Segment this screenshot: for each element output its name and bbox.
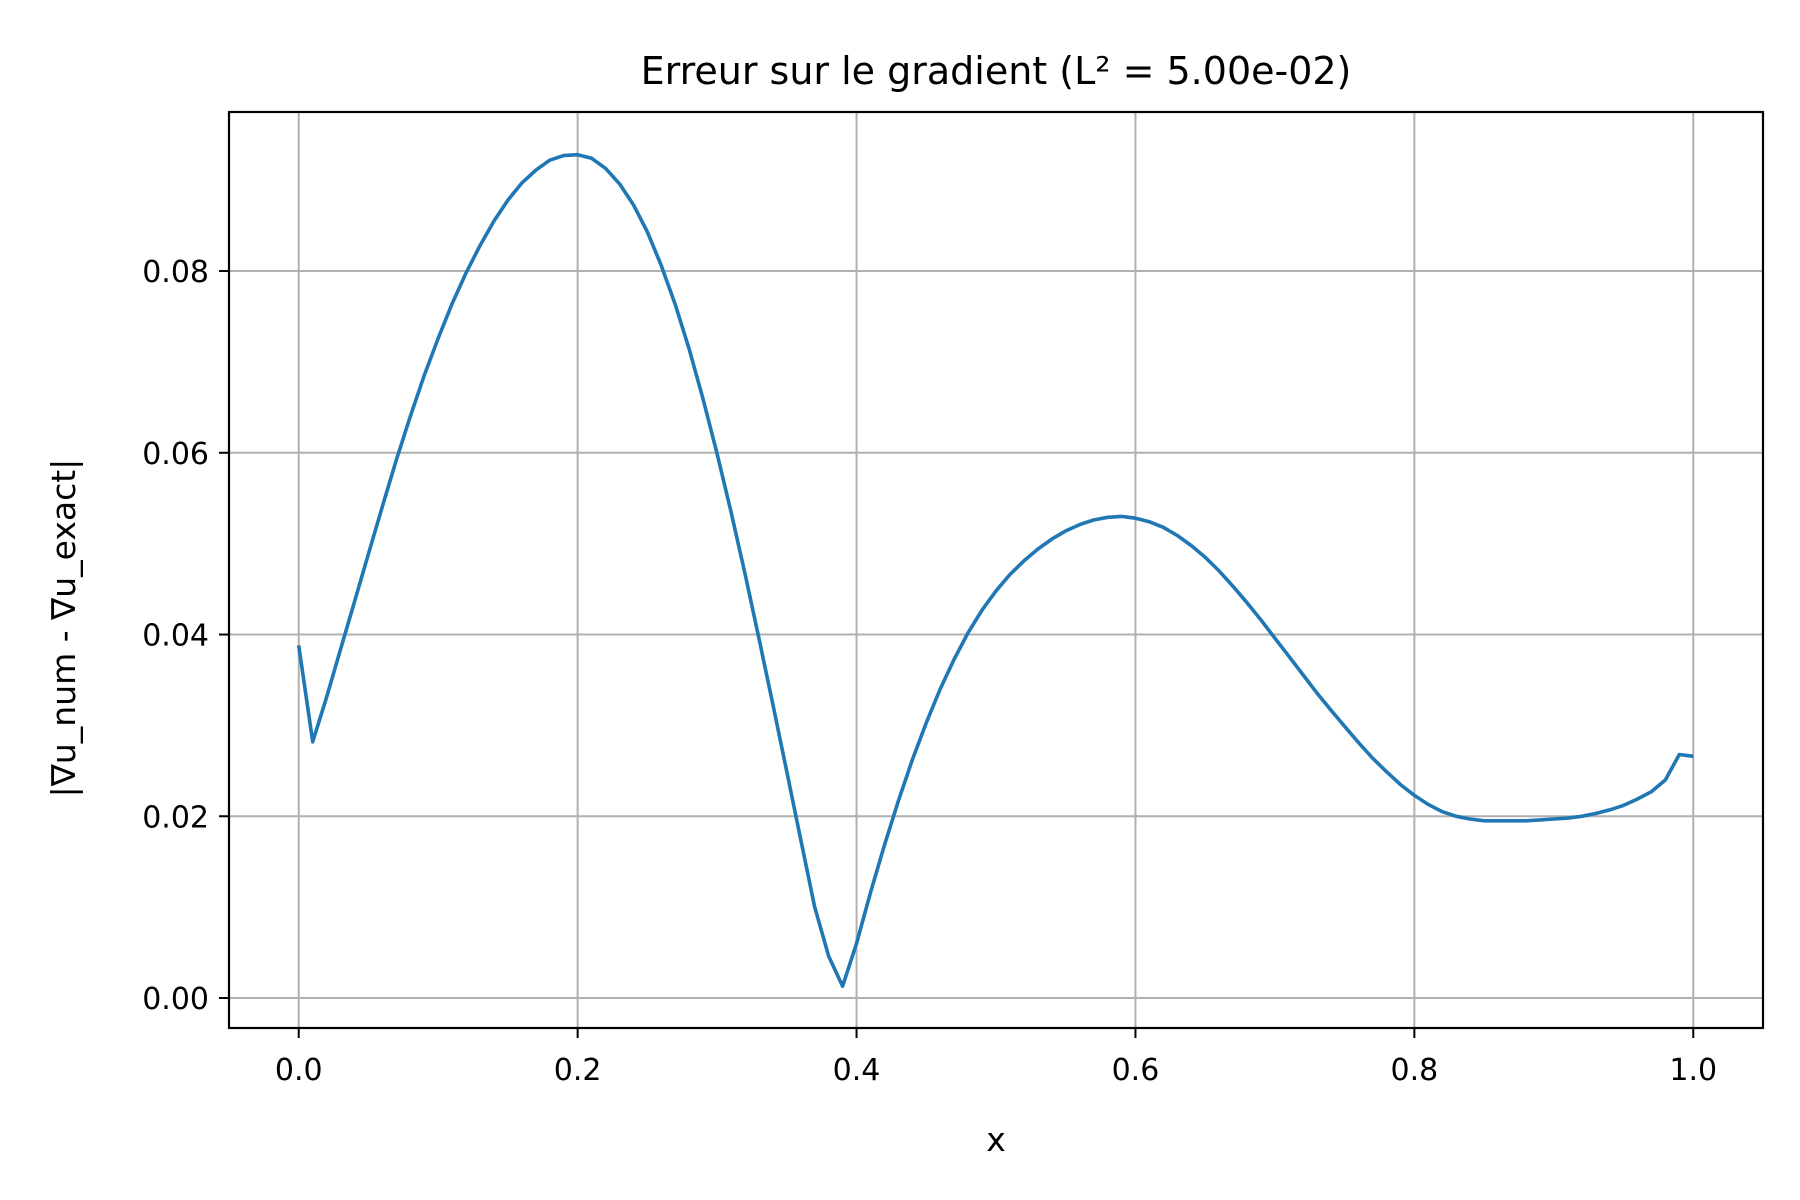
- y-tick-label: 0.08: [142, 255, 209, 290]
- series-line: [296, 152, 1694, 989]
- x-tick-label: 0.4: [833, 1053, 881, 1088]
- y-axis-title: |∇u_num - ∇u_exact|: [44, 459, 83, 798]
- plot-frame: [227, 110, 1765, 1030]
- x-tick-label: 0.6: [1112, 1053, 1160, 1088]
- x-tick-label: 1.0: [1669, 1053, 1717, 1088]
- x-tick-label: 0.0: [275, 1053, 323, 1088]
- y-tick-label: 0.02: [142, 800, 209, 835]
- y-tick-label: 0.04: [142, 619, 209, 654]
- y-tick-label: 0.06: [142, 437, 209, 472]
- tick-layer: 0.0 0.2 0.4 0.6 0.8 1.0 0.00 0.02 0.04 0.06 0.08: [142, 255, 1717, 1088]
- grid-layer: [229, 112, 1763, 1028]
- x-axis-title: x: [986, 1120, 1006, 1159]
- x-tick-label: 0.2: [554, 1053, 602, 1088]
- y-tick-label: 0.00: [142, 982, 209, 1017]
- x-tick-label: 0.8: [1391, 1053, 1439, 1088]
- series-layer: [296, 152, 1694, 989]
- chart-title: Erreur sur le gradient (L² = 5.00e-02): [641, 49, 1352, 93]
